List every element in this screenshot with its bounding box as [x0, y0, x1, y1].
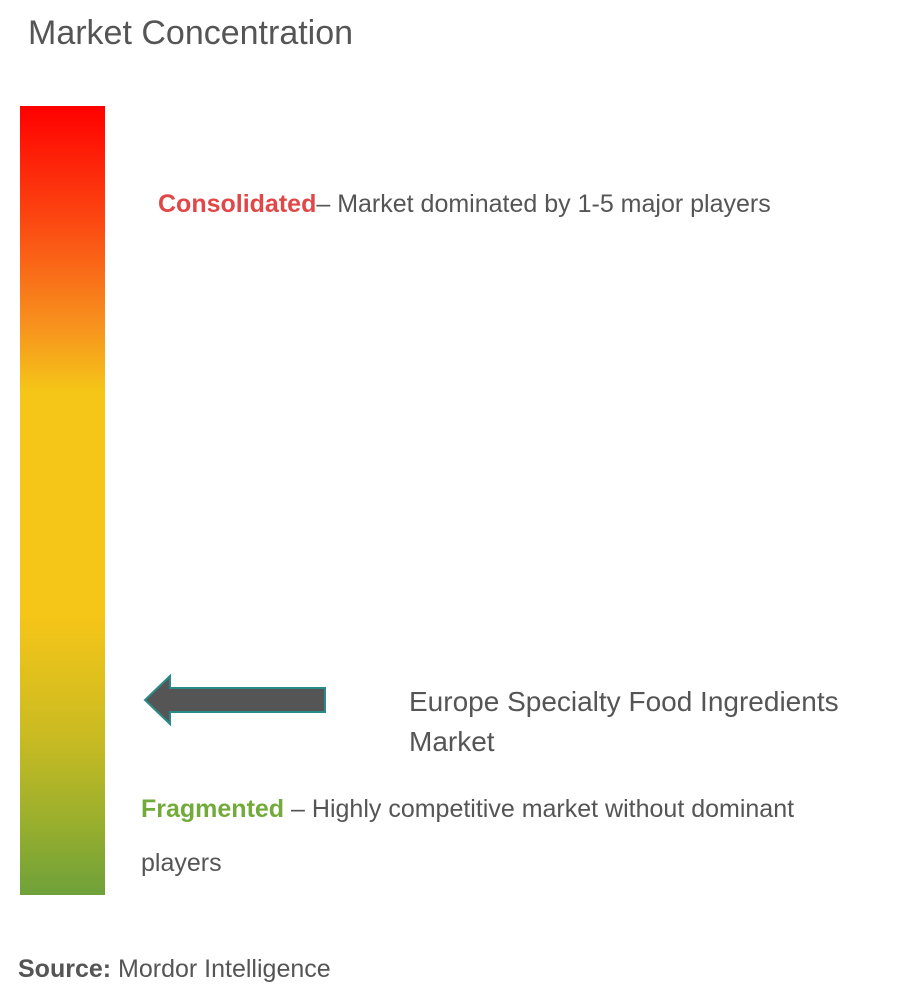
consolidated-description: – Market dominated by 1-5 major players — [316, 190, 771, 218]
position-arrow — [143, 673, 326, 727]
fragmented-description: – Highly competitive market without domi… — [141, 795, 795, 877]
fragmented-label: Fragmented — [141, 795, 285, 823]
consolidated-label: Consolidated — [158, 190, 317, 218]
market-name: Europe Specialty Food Ingredients Market — [409, 686, 839, 757]
fragmented-note: Fragmented – Highly competitive market w… — [141, 782, 881, 890]
source: Source: Mordor Intelligence — [18, 955, 331, 984]
consolidated-note: Consolidated– Market dominated by 1-5 ma… — [158, 190, 771, 219]
source-text: Mordor Intelligence — [118, 955, 331, 983]
concentration-gradient — [20, 106, 105, 895]
source-label: Source: — [18, 955, 112, 983]
title: Market Concentration — [28, 14, 354, 52]
arrow-shape — [143, 673, 326, 727]
